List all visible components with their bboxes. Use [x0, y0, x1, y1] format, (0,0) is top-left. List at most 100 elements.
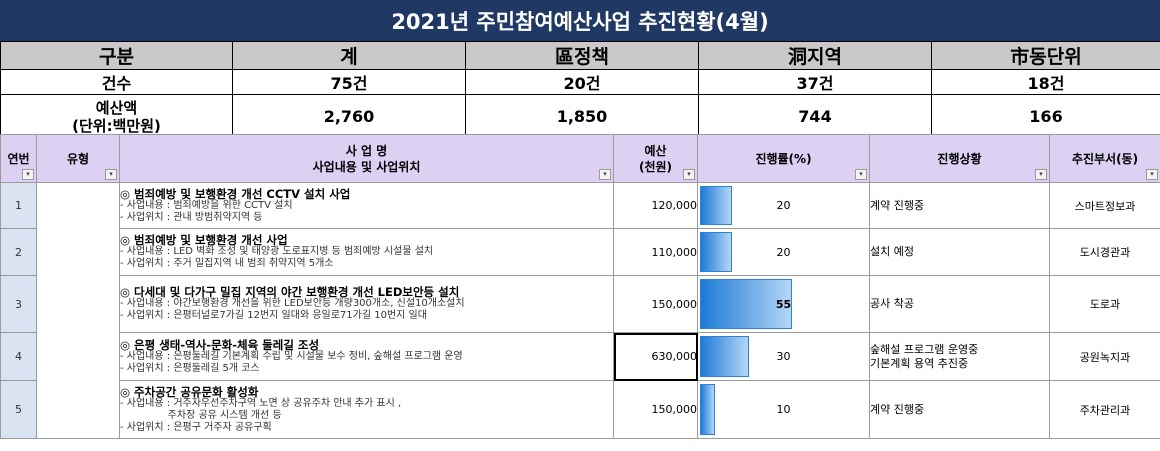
project-table: 연번 ▾ 유형 ▾ 사 업 명 사업내용 및 사업위치 ▾ 예산 (천원) ▾ … — [0, 134, 1160, 439]
filter-dropdown-icon[interactable]: ▾ — [683, 169, 695, 180]
progress-value: 20 — [776, 245, 791, 259]
row-number[interactable]: 3 — [0, 275, 37, 333]
table-row: 2 ◎ 범죄예방 및 보행환경 개선 사업 - 사업내용 : LED 벽화 조성… — [0, 228, 1160, 276]
header-no-label: 연번 — [7, 151, 30, 166]
budget-cell[interactable]: 120,000 — [613, 182, 698, 229]
summary-budget-dong-region[interactable]: 744 — [698, 94, 932, 139]
status-line: 기본계획 용역 추진중 — [870, 356, 969, 370]
header-dept[interactable]: 추진부서(동) ▾ — [1049, 134, 1160, 183]
table-row: 5 ◎ 주차공간 공유문화 활성화 - 사업내용 : 거주자우선주차구역 노면 … — [0, 380, 1160, 439]
summary-header-category[interactable]: 구분 — [0, 41, 233, 70]
project-cell[interactable]: ◎ 범죄예방 및 보행환경 개선 CCTV 설치 사업 - 사업내용 : 범죄예… — [119, 182, 614, 229]
header-budget[interactable]: 예산 (천원) ▾ — [613, 134, 698, 183]
dept-cell[interactable]: 공원녹지과 — [1049, 332, 1160, 381]
project-cell[interactable]: ◎ 다세대 및 다가구 밀집 지역의 야간 보행환경 개선 LED보안등 설치 … — [119, 275, 614, 333]
project-detail-line: - 사업내용 : 은평둘레길 기본계획 수립 및 시설물 보수 정비, 숲해설 … — [120, 350, 463, 362]
status-cell[interactable]: 계약 진행중 — [869, 380, 1050, 439]
progress-bar — [700, 279, 793, 329]
status-cell[interactable]: 공사 착공 — [869, 275, 1050, 333]
status-line: 설치 예정 — [870, 245, 914, 258]
row-number[interactable]: 5 — [0, 380, 37, 439]
project-title: ◎ 은평 생태-역사-문화-체육 둘레길 조성 — [120, 337, 320, 352]
project-cell[interactable]: ◎ 범죄예방 및 보행환경 개선 사업 - 사업내용 : LED 벽화 조성 및… — [119, 228, 614, 276]
header-progress[interactable]: 진행률(%) ▾ — [697, 134, 870, 183]
summary-count-dong-region[interactable]: 37건 — [698, 69, 932, 95]
project-detail-line: - 사업내용 : 범죄예방을 위한 CCTV 설치 — [120, 199, 293, 211]
filter-dropdown-icon[interactable]: ▾ — [855, 169, 867, 180]
dept-cell[interactable]: 도시경관과 — [1049, 228, 1160, 276]
budget-cell[interactable]: 150,000 — [613, 275, 698, 333]
project-title: ◎ 범죄예방 및 보행환경 개선 사업 — [120, 233, 288, 247]
filter-dropdown-icon[interactable]: ▾ — [1146, 169, 1158, 180]
summary-count-label[interactable]: 건수 — [0, 69, 233, 95]
summary-count-city-dong-unit[interactable]: 18건 — [931, 69, 1160, 95]
progress-bar — [700, 232, 733, 272]
type-cell[interactable] — [36, 182, 120, 439]
project-detail-line: 주차장 공유 시스템 개선 등 — [120, 409, 282, 421]
header-progress-label: 진행률(%) — [755, 151, 812, 166]
progress-value: 10 — [776, 403, 791, 416]
row-number[interactable]: 1 — [0, 182, 37, 229]
header-type-label: 유형 — [66, 151, 90, 166]
progress-bar — [700, 384, 716, 435]
summary-count-district-policy[interactable]: 20건 — [465, 69, 699, 95]
budget-cell[interactable]: 150,000 — [613, 380, 698, 439]
summary-budget-label[interactable]: 예산액 (단위:백만원) — [0, 94, 233, 139]
summary-header-city-dong-unit[interactable]: 市동단위 — [931, 41, 1160, 70]
status-cell[interactable]: 숲해설 프로그램 운영중 기본계획 용역 추진중 — [869, 332, 1050, 381]
row-number[interactable]: 2 — [0, 228, 37, 276]
summary-count-row: 건수 75건 20건 37건 18건 — [0, 69, 1160, 95]
header-budget-line1: 예산 — [644, 143, 667, 158]
dept-cell[interactable]: 도로과 — [1049, 275, 1160, 333]
progress-cell[interactable]: 30 — [697, 332, 870, 381]
table-row: 3 ◎ 다세대 및 다가구 밀집 지역의 야간 보행환경 개선 LED보안등 설… — [0, 275, 1160, 333]
progress-cell[interactable]: 55 — [697, 275, 870, 333]
status-line: 공사 착공 — [870, 297, 914, 310]
header-no[interactable]: 연번 ▾ — [0, 134, 37, 183]
dept-cell[interactable]: 주차관리과 — [1049, 380, 1160, 439]
status-line: 숲해설 프로그램 운영중 — [870, 342, 979, 356]
filter-dropdown-icon[interactable]: ▾ — [105, 169, 117, 180]
project-cell[interactable]: ◎ 은평 생태-역사-문화-체육 둘레길 조성 - 사업내용 : 은평둘레길 기… — [119, 332, 614, 381]
project-detail-line: - 사업위치 : 은평터널로7가길 12번지 일대와 응일로71가길 10번지 … — [120, 310, 427, 321]
summary-budget-district-policy[interactable]: 1,850 — [465, 94, 699, 139]
project-detail-line: - 사업내용 : 야간보행환경 개선을 위한 LED보안등 개량300개소, 신… — [120, 298, 465, 309]
summary-header-row: 구분 계 區정책 洞지역 市동단위 — [0, 41, 1160, 70]
dept-cell[interactable]: 스마트정보과 — [1049, 182, 1160, 229]
header-type[interactable]: 유형 ▾ — [36, 134, 120, 183]
summary-table: 구분 계 區정책 洞지역 市동단위 건수 75건 20건 37건 18건 예산액… — [0, 41, 1160, 139]
summary-header-dong-region[interactable]: 洞지역 — [698, 41, 932, 70]
header-project-name[interactable]: 사 업 명 사업내용 및 사업위치 ▾ — [119, 134, 614, 183]
summary-header-total[interactable]: 계 — [232, 41, 466, 70]
project-detail-line: - 사업위치 : 관내 방범취약지역 등 — [120, 211, 263, 223]
header-budget-line2: (천원) — [638, 159, 673, 174]
filter-dropdown-icon[interactable]: ▾ — [1035, 169, 1047, 180]
summary-count-total[interactable]: 75건 — [232, 69, 466, 95]
filter-dropdown-icon[interactable]: ▾ — [22, 169, 34, 180]
progress-cell[interactable]: 20 — [697, 182, 870, 229]
summary-budget-city-dong-unit[interactable]: 166 — [931, 94, 1160, 139]
header-status[interactable]: 진행상황 ▾ — [869, 134, 1050, 183]
status-line: 계약 진행중 — [870, 198, 925, 212]
project-title: ◎ 범죄예방 및 보행환경 개선 CCTV 설치 사업 — [120, 186, 351, 201]
status-cell[interactable]: 계약 진행중 — [869, 182, 1050, 229]
summary-budget-total[interactable]: 2,760 — [232, 94, 466, 139]
project-detail-line: - 사업위치 : 주거 밀집지역 내 범죄 취약지역 5개소 — [120, 258, 334, 269]
progress-cell[interactable]: 20 — [697, 228, 870, 276]
budget-cell[interactable]: 110,000 — [613, 228, 698, 276]
status-cell[interactable]: 설치 예정 — [869, 228, 1050, 276]
page-title: 2021년 주민참여예산사업 추진현황(4월) — [0, 0, 1160, 41]
summary-budget-label-line1: 예산액 — [95, 98, 138, 117]
budget-cell-selected[interactable]: 630,000 — [613, 332, 698, 381]
filter-dropdown-icon[interactable]: ▾ — [599, 169, 611, 180]
row-number[interactable]: 4 — [0, 332, 37, 381]
summary-header-district-policy[interactable]: 區정책 — [465, 41, 699, 70]
progress-cell[interactable]: 10 — [697, 380, 870, 439]
project-table-header-row: 연번 ▾ 유형 ▾ 사 업 명 사업내용 및 사업위치 ▾ 예산 (천원) ▾ … — [0, 134, 1160, 183]
summary-budget-label-line2: (단위:백만원) — [72, 116, 161, 135]
project-title: ◎ 주차공간 공유문화 활성화 — [120, 384, 259, 399]
project-detail-line: - 사업내용 : LED 벽화 조성 및 태양광 도로표지병 등 범죄예방 시설… — [120, 246, 434, 257]
progress-bar — [700, 186, 733, 225]
project-detail-line: - 사업내용 : 거주자우선주차구역 노면 상 공유주차 안내 추가 표시 , — [120, 397, 402, 409]
project-cell[interactable]: ◎ 주차공간 공유문화 활성화 - 사업내용 : 거주자우선주차구역 노면 상 … — [119, 380, 614, 439]
